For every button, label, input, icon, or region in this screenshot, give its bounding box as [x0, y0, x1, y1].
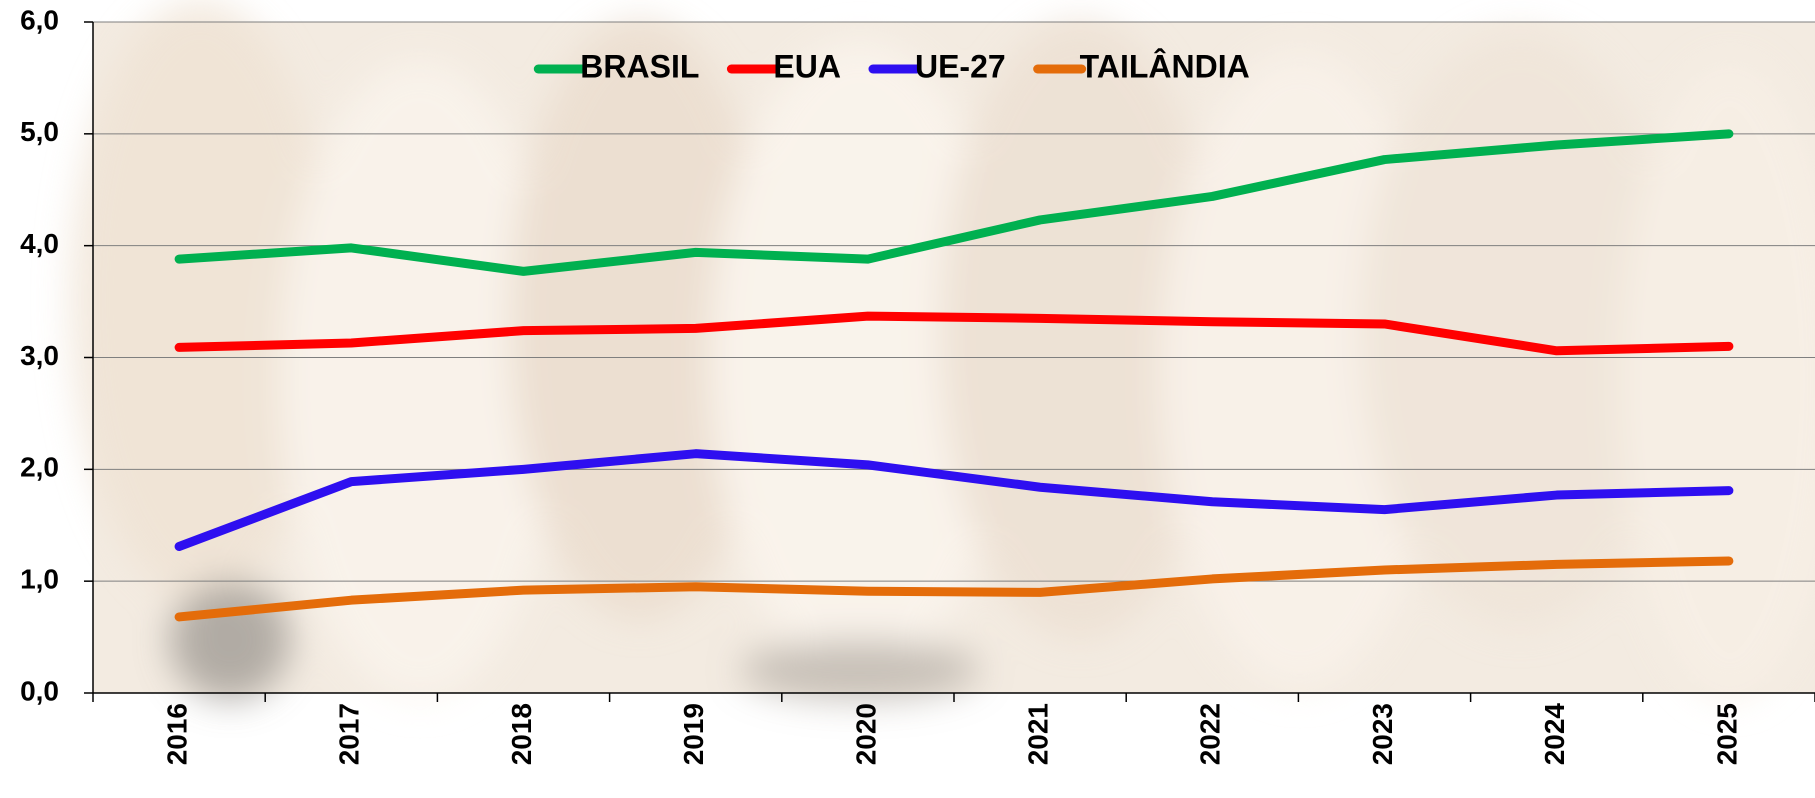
x-tick-label: 2019: [678, 703, 709, 765]
x-tick-label: 2022: [1195, 703, 1226, 765]
y-tick-label: 0,0: [20, 675, 59, 706]
x-tick-label: 2021: [1022, 703, 1053, 765]
chart: 0,0 1,0 2,0 3,0 4,0 5,0 6,0 2016 2017 2018 2019 202…: [0, 0, 1815, 798]
x-tick-label: 2025: [1711, 703, 1742, 765]
x-tick-label: 2017: [334, 703, 365, 765]
y-tick-label: 6,0: [20, 4, 59, 35]
x-tick-label: 2020: [850, 703, 881, 765]
x-tick-label: 2018: [506, 703, 537, 765]
x-tick-label: 2024: [1539, 703, 1570, 766]
legend-label: TAILÂNDIA: [1080, 48, 1250, 84]
legend-label: UE-27: [915, 48, 1006, 84]
legend-label: EUA: [773, 48, 841, 84]
y-tick-label: 4,0: [20, 228, 59, 259]
legend-label: BRASIL: [580, 48, 699, 84]
y-tick-label: 3,0: [20, 340, 59, 371]
y-tick-label: 2,0: [20, 452, 59, 483]
x-tick-label: 2023: [1367, 703, 1398, 765]
y-tick-label: 1,0: [20, 564, 59, 595]
y-tick-label: 5,0: [20, 116, 59, 147]
x-tick-label: 2016: [161, 703, 192, 765]
